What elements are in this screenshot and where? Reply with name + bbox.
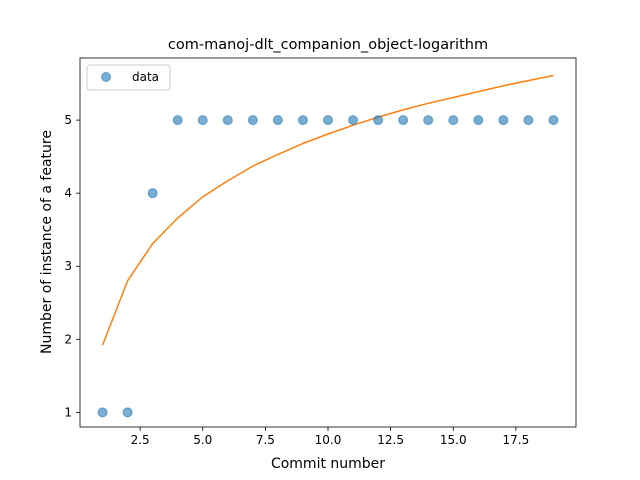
x-tick-label: 2.5 [131,433,150,447]
y-tick-label: 5 [64,113,72,127]
legend-marker-data [101,72,111,82]
y-axis-ticks: 1 2 3 4 5 [64,113,80,419]
y-tick-label: 1 [64,405,72,419]
legend: data [86,64,171,91]
data-point [548,115,559,126]
y-tick-label: 2 [64,332,72,346]
data-point [222,115,233,126]
legend-box [86,64,171,91]
data-point [398,115,409,126]
x-tick-label: 12.5 [377,433,404,447]
data-point [523,115,534,126]
x-tick-label: 17.5 [503,433,530,447]
data-point [172,115,183,126]
data-point [373,115,384,126]
data-point [473,115,484,126]
data-point [97,407,108,418]
y-tick-label: 4 [64,186,72,200]
data-point [297,115,308,126]
x-tick-label: 15.0 [440,433,467,447]
x-tick-label: 7.5 [256,433,275,447]
chart-title: com-manoj-dlt_companion_object-logarithm [168,37,488,53]
data-points-layer [97,115,559,418]
data-point [247,115,258,126]
data-point [122,407,133,418]
y-tick-label: 3 [64,259,72,273]
data-point [147,188,158,199]
x-tick-label: 10.0 [315,433,342,447]
x-axis-ticks: 2.5 5.0 7.5 10.0 12.5 15.0 17.5 [131,427,530,447]
data-point [498,115,509,126]
fit-line-layer [101,74,554,346]
data-point [348,115,359,126]
legend-label-data: data [132,70,159,84]
y-axis-label: Number of instance of a feature [39,130,55,354]
x-tick-label: 5.0 [193,433,212,447]
data-point [323,115,333,126]
data-point [423,115,434,126]
x-axis-label: Commit number [271,456,385,472]
data-point [448,115,459,126]
fit-line [101,74,554,346]
data-point [272,115,283,126]
data-point [197,115,208,126]
